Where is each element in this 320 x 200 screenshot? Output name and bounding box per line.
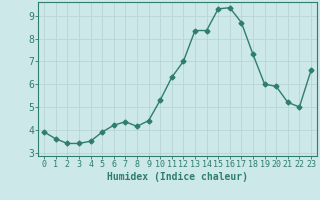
X-axis label: Humidex (Indice chaleur): Humidex (Indice chaleur) [107,172,248,182]
